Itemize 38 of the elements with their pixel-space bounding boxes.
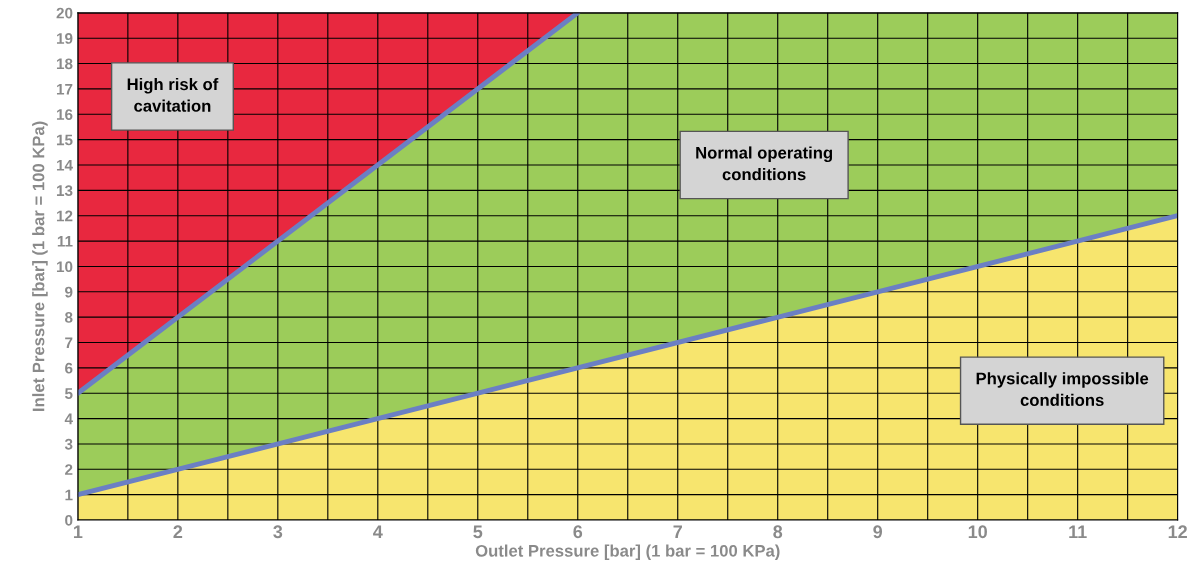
x-tick-label: 5	[473, 525, 483, 539]
x-tick-label: 4	[373, 525, 383, 538]
y-tick-label: 19	[56, 33, 73, 44]
y-tick-label: 17	[56, 83, 73, 95]
y-tick-label: 15	[56, 134, 73, 146]
x-tick-label: 8	[773, 525, 783, 539]
x-axis-title: Outlet Pressure [bar] (1 bar = 100 KPa)	[475, 544, 780, 561]
y-tick-label: 11	[57, 236, 73, 247]
y-axis-title: Inlet Pressure [bar] (1 bar = 100 KPa)	[32, 121, 48, 411]
y-tick-label: 2	[65, 464, 73, 475]
y-tick-label: 5	[64, 388, 73, 399]
x-tick-label: 7	[673, 525, 682, 538]
y-tick-label: 8	[65, 312, 73, 323]
annotation: High risk of cavitation	[127, 77, 219, 112]
y-tick-label: 3	[64, 438, 73, 450]
y-tick-label: 1	[65, 489, 73, 501]
y-tick-label: 18	[56, 58, 73, 70]
annotation: Physically impossible conditions	[976, 372, 1149, 406]
y-tick-label: 20	[56, 7, 73, 19]
x-tick-label: 2	[173, 525, 183, 538]
y-tick-label: 14	[56, 160, 73, 171]
x-tick-label: 10	[968, 525, 987, 539]
x-tick-label: 1	[73, 525, 83, 538]
y-tick-label: 13	[56, 185, 73, 197]
y-tick-label: 4	[64, 413, 73, 425]
y-tick-label: 7	[65, 337, 73, 349]
y-tick-label: 16	[56, 109, 73, 120]
x-tick-label: 3	[273, 525, 283, 539]
x-tick-label: 9	[873, 525, 883, 539]
y-tick-label: 6	[65, 362, 73, 374]
y-tick-label: 9	[65, 286, 73, 298]
x-tick-label: 11	[1069, 525, 1087, 538]
annotation: Normal operating conditions	[696, 146, 832, 181]
y-tick-label: 12	[56, 210, 73, 222]
x-tick-label: 12	[1168, 525, 1187, 538]
y-tick-label: 10	[56, 261, 73, 273]
x-tick-label: 6	[573, 525, 583, 539]
y-tick-label: 0	[65, 514, 73, 526]
